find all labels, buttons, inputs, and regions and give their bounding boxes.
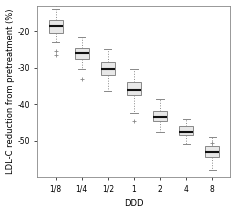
X-axis label: DDD: DDD xyxy=(124,199,144,208)
PathPatch shape xyxy=(153,111,167,121)
PathPatch shape xyxy=(101,62,115,75)
PathPatch shape xyxy=(179,126,193,135)
PathPatch shape xyxy=(49,20,63,33)
PathPatch shape xyxy=(205,146,219,157)
PathPatch shape xyxy=(127,82,141,95)
PathPatch shape xyxy=(75,48,89,58)
Y-axis label: LDL-C reduction from pretreatment (%): LDL-C reduction from pretreatment (%) xyxy=(6,9,15,174)
